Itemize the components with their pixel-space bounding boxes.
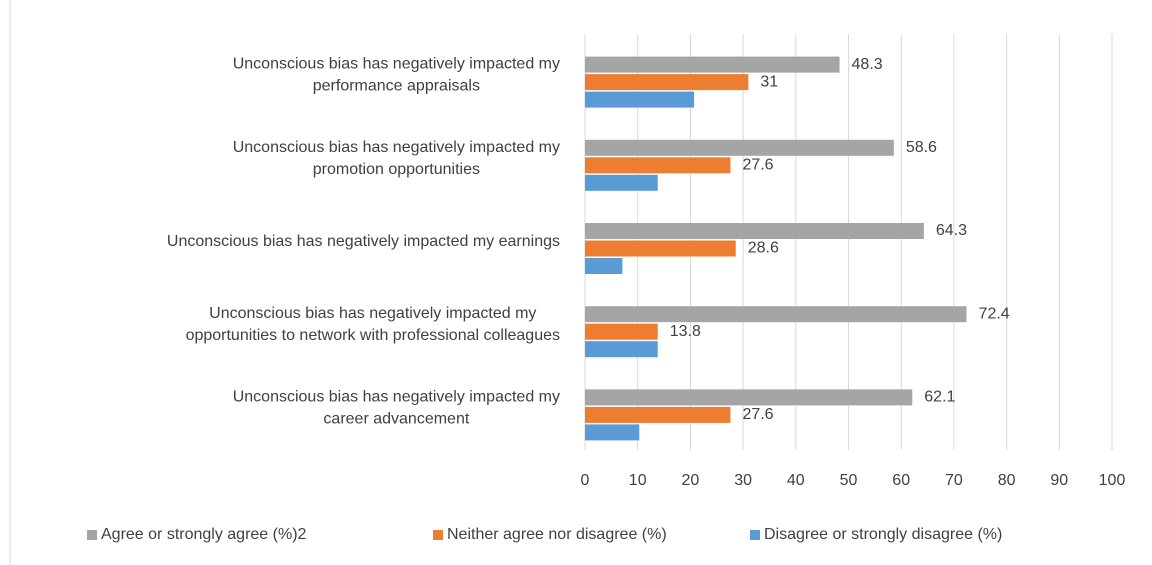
x-tick-label: 50 <box>840 472 858 489</box>
bar <box>585 323 658 340</box>
bar <box>585 424 640 441</box>
bar <box>585 91 695 108</box>
category-label-line: Unconscious bias has negatively impacted… <box>233 139 560 156</box>
legend-label: Neither agree nor disagree (%) <box>447 526 667 543</box>
bar <box>585 306 967 323</box>
category-label-line: Unconscious bias has negatively impacted… <box>209 305 536 322</box>
bar <box>585 258 623 274</box>
data-label: 64.3 <box>936 222 967 239</box>
legend-swatch <box>433 530 443 540</box>
bar <box>585 74 749 91</box>
x-tick-label: 0 <box>581 472 590 489</box>
data-label: 27.6 <box>742 406 773 423</box>
category-label: Unconscious bias has negatively impacted… <box>186 305 560 344</box>
bar <box>585 341 658 358</box>
x-tick-label: 100 <box>1099 472 1126 489</box>
data-label: 31 <box>760 73 778 90</box>
bar <box>585 389 913 406</box>
category-label-line: promotion opportunities <box>313 161 480 178</box>
x-tick-label: 40 <box>787 472 805 489</box>
category-label-line: Unconscious bias has negatively impacted… <box>233 389 560 406</box>
x-tick-label: 30 <box>734 472 752 489</box>
x-tick-label: 20 <box>682 472 700 489</box>
bar <box>585 240 736 257</box>
data-label: 28.6 <box>748 240 779 257</box>
legend-swatch <box>87 530 97 540</box>
category-label-line: opportunities to network with profession… <box>186 327 560 344</box>
bar <box>585 139 894 156</box>
bar <box>585 174 658 191</box>
legend-swatch <box>750 530 760 540</box>
x-tick-label: 90 <box>1050 472 1068 489</box>
data-label: 48.3 <box>852 56 883 73</box>
bar <box>585 157 731 174</box>
x-tick-label: 80 <box>998 472 1016 489</box>
category-label-line: performance appraisals <box>313 78 480 95</box>
x-tick-label: 70 <box>945 472 963 489</box>
data-label: 62.1 <box>924 389 955 406</box>
x-tick-label: 60 <box>892 472 910 489</box>
data-label: 58.6 <box>906 139 937 156</box>
bar <box>585 406 731 423</box>
x-tick-label: 10 <box>629 472 647 489</box>
category-label: Unconscious bias has negatively impacted… <box>167 233 560 250</box>
legend-label: Disagree or strongly disagree (%) <box>764 526 1002 543</box>
category-label: Unconscious bias has negatively impacted… <box>233 56 560 95</box>
category-label-line: Unconscious bias has negatively impacted… <box>167 233 560 250</box>
data-label: 27.6 <box>742 157 773 174</box>
data-label: 13.8 <box>670 323 701 340</box>
chart-frame <box>9 0 11 565</box>
category-label-line: Unconscious bias has negatively impacted… <box>233 56 560 73</box>
category-label-line: career advancement <box>323 411 469 428</box>
data-label: 72.4 <box>979 305 1010 322</box>
legend-label: Agree or strongly agree (%)2 <box>101 526 307 543</box>
category-label: Unconscious bias has negatively impacted… <box>233 389 560 428</box>
bar <box>585 56 840 73</box>
category-label: Unconscious bias has negatively impacted… <box>233 139 560 178</box>
bar <box>585 223 924 239</box>
